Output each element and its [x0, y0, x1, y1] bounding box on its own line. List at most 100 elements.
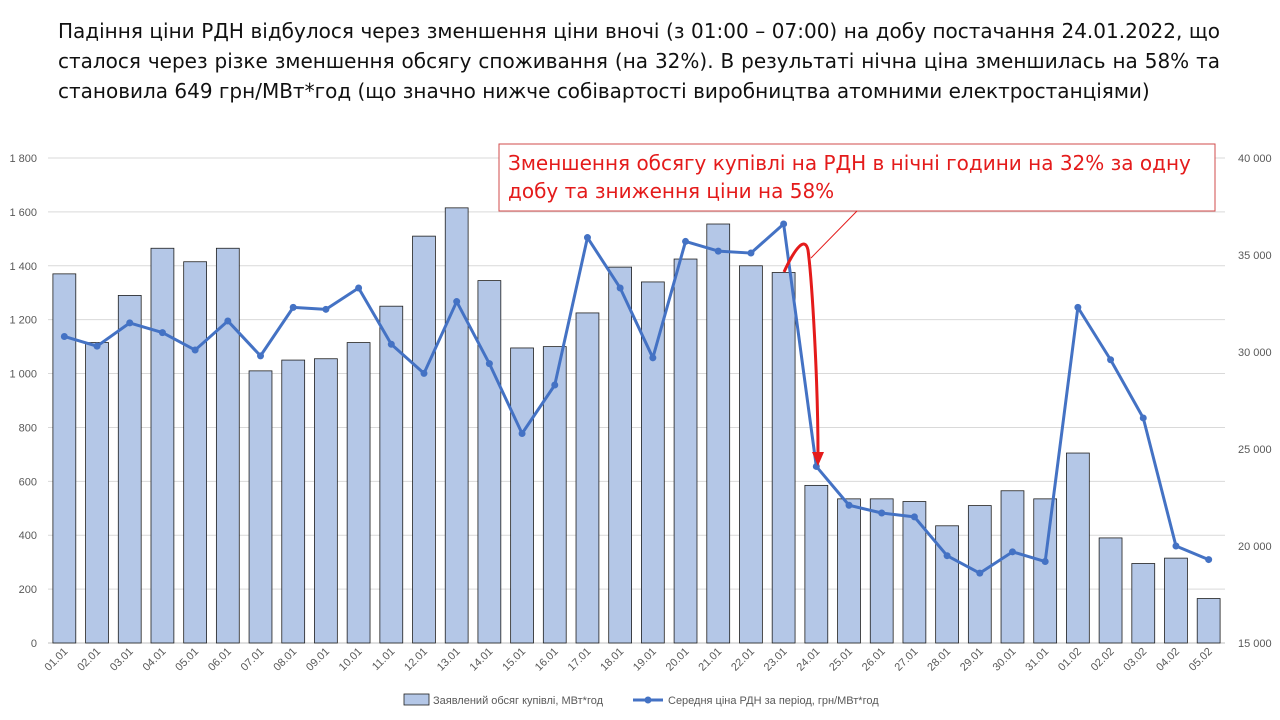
volume-bar [739, 265, 763, 644]
right-axis-ticks: 15 000 20 000 25 000 30 000 35 000 40 000 [1238, 153, 1272, 650]
volume-bar [1000, 490, 1025, 644]
x-tick-label: 11.01 [370, 646, 397, 673]
volume-bar [248, 370, 273, 644]
price-point [976, 569, 984, 577]
volume-bar [1066, 452, 1090, 644]
price-point [747, 249, 755, 257]
volume-bar [771, 272, 796, 644]
x-tick-label: 17.01 [566, 646, 594, 674]
legend-label-bar: Заявлений обсяг купівлі, МВт*год [433, 695, 604, 707]
price-point [878, 509, 886, 517]
price-point [191, 346, 199, 354]
volume-bar [575, 312, 600, 644]
volume-bar [52, 273, 77, 644]
price-point [355, 284, 363, 292]
price-point [1074, 303, 1082, 311]
volume-bar [346, 342, 371, 644]
volume-bar [608, 266, 633, 644]
x-tick-label: 24.01 [794, 646, 822, 674]
price-point [1008, 548, 1016, 556]
price-point [682, 237, 690, 245]
x-tick-label: 28.01 [925, 646, 953, 674]
x-tick-label: 03.02 [1121, 646, 1149, 674]
right-tick-label: 30 000 [1238, 347, 1272, 359]
x-tick-label: 14.01 [468, 646, 496, 674]
volume-bar [1098, 537, 1123, 644]
volume-bar [1033, 498, 1058, 644]
right-tick-label: 35 000 [1238, 250, 1272, 262]
right-tick-label: 40 000 [1238, 153, 1272, 165]
x-tick-label: 03.01 [108, 646, 136, 674]
price-point [649, 354, 657, 362]
legend-label-line: Середня ціна РДН за період, грн/МВт*год [668, 695, 879, 707]
volume-bar [706, 223, 731, 644]
price-point [551, 381, 559, 389]
x-tick-label: 23.01 [762, 646, 790, 674]
volume-bar [281, 359, 306, 644]
volume-bar [1164, 557, 1188, 644]
x-tick-label: 06.01 [206, 646, 234, 674]
price-point [158, 329, 166, 337]
price-point [453, 298, 461, 306]
legend-swatch-marker [644, 696, 652, 704]
x-tick-label: 25.01 [827, 646, 855, 674]
x-tick-label: 07.01 [239, 646, 267, 674]
x-tick-label: 21.01 [696, 646, 724, 674]
price-point [616, 284, 624, 292]
annotation-box [498, 143, 1216, 212]
price-point [583, 234, 591, 242]
x-tick-label: 05.01 [173, 646, 201, 674]
left-axis-ticks: 0 200 400 600 800 1 000 1 200 1 400 1 600 1 800 [9, 153, 37, 650]
x-tick-label: 16.01 [533, 646, 561, 674]
left-tick-label: 400 [19, 530, 37, 542]
price-point [126, 319, 134, 327]
x-tick-label: 05.02 [1187, 646, 1215, 674]
x-tick-label: 08.01 [271, 646, 299, 674]
right-tick-label: 25 000 [1238, 444, 1272, 456]
right-tick-label: 20 000 [1238, 541, 1272, 553]
price-point [780, 220, 788, 228]
annotation-callout: Зменшення обсягу купівлі на РДН в нічні … [498, 143, 1216, 466]
volume-bars [52, 207, 1221, 644]
x-tick-label: 09.01 [304, 646, 332, 674]
x-tick-label: 20.01 [664, 646, 692, 674]
x-tick-label: 26.01 [860, 646, 888, 674]
price-point [1041, 558, 1049, 566]
x-tick-label: 04.01 [141, 646, 169, 674]
x-tick-label: 27.01 [893, 646, 921, 674]
legend-swatch-bar [403, 693, 430, 706]
price-point [387, 340, 395, 348]
x-tick-label: 31.01 [1023, 646, 1051, 674]
right-tick-label: 15 000 [1238, 638, 1272, 650]
volume-bar [837, 498, 861, 644]
x-tick-label: 30.01 [991, 646, 1019, 674]
annotation-line-1: Зменшення обсягу купівлі на РДН в нічні … [508, 151, 1191, 175]
x-tick-label: 01.01 [43, 646, 71, 674]
price-line-series [60, 220, 1213, 577]
left-tick-label: 600 [19, 476, 37, 488]
x-tick-label: 18.01 [598, 646, 626, 674]
price-point [322, 305, 330, 313]
price-point [943, 552, 951, 560]
price-point [485, 360, 493, 368]
price-point [518, 429, 526, 437]
left-tick-label: 200 [19, 584, 37, 596]
volume-bar [1131, 563, 1156, 644]
price-point [910, 513, 918, 521]
volume-bar [444, 207, 469, 644]
left-tick-label: 1 000 [9, 369, 37, 381]
left-tick-label: 0 [31, 638, 37, 650]
x-tick-label: 15.01 [500, 646, 528, 674]
x-tick-label: 02.01 [75, 646, 103, 674]
volume-bar [1196, 598, 1221, 644]
x-tick-label: 22.01 [729, 646, 757, 674]
volume-bar [215, 247, 240, 644]
price-point [714, 247, 722, 255]
volume-bar [183, 261, 207, 644]
price-point [1172, 542, 1180, 550]
annotation-line-2: добу та зниження ціни на 58% [508, 179, 834, 203]
price-point [289, 303, 297, 311]
left-tick-label: 1 800 [9, 153, 37, 165]
x-tick-label: 04.02 [1154, 646, 1182, 674]
